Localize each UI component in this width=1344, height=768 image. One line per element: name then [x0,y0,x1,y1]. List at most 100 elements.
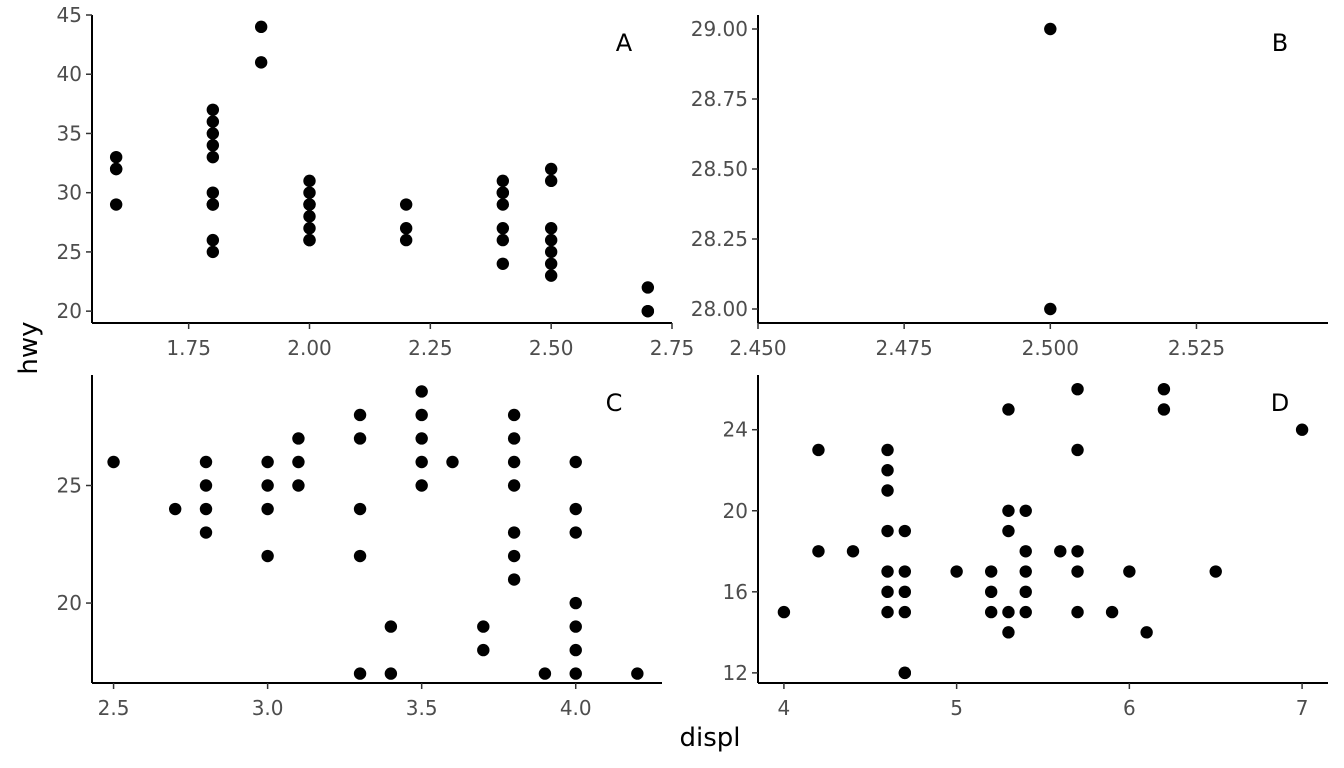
data-point-a [254,20,268,34]
data-point-d [881,565,894,578]
data-point-c [569,526,582,539]
data-point-a [206,103,220,116]
panel-c: 2.5 3.0 3.5 4.0 20 25 C [57,375,662,720]
data-point-c [415,479,428,492]
data-point-c [353,432,367,445]
data-point-d [1002,626,1015,639]
data-point-d [1002,403,1015,416]
x-tick-label-c: 2.5 [98,696,130,720]
data-point-b [1044,22,1057,36]
data-point-c [199,455,213,469]
data-point-d [812,443,825,457]
data-point-a [496,174,510,188]
data-point-d [984,585,998,599]
x-tick-label-a: 2.25 [408,336,453,360]
data-point-d [984,605,998,619]
data-point-a [544,174,558,188]
data-point-c [415,408,428,422]
data-point-a [544,257,558,270]
y-tick-label-a: 25 [57,240,82,264]
data-point-a [206,186,220,199]
data-point-c [353,502,367,516]
x-tick-label-a: 2.75 [650,336,695,360]
y-tick-label-a: 45 [57,3,82,27]
data-point-d [1019,605,1032,619]
data-point-a [544,222,558,235]
data-point-d [881,443,894,457]
data-point-c [569,455,582,469]
x-tick-label-d: 7 [1296,696,1309,720]
y-tick-label-c: 20 [57,591,82,615]
data-point-c [569,596,582,610]
data-point-a [496,222,510,235]
data-point-d [1002,524,1015,538]
data-point-d [898,666,912,680]
x-tick-label-d: 6 [1123,696,1136,720]
data-point-a [254,56,268,69]
data-point-c [168,502,182,516]
data-point-a [303,222,316,235]
x-tick-label-c: 3.5 [406,696,438,720]
data-point-d [812,545,825,558]
data-point-d [1019,565,1032,578]
data-point-d [846,545,860,558]
data-point-c [199,479,213,492]
panel-tag-c: C [606,389,623,417]
data-point-c [538,667,552,680]
data-point-d [1071,443,1084,457]
data-point-c [569,667,582,680]
y-tick-label-a: 30 [57,181,82,205]
data-point-d [1002,504,1015,517]
data-point-d [1071,605,1084,619]
y-tick-label-a: 20 [57,299,82,323]
y-tick-label-b: 28.75 [691,87,748,111]
data-point-a [544,245,558,259]
data-point-d [1295,423,1309,436]
data-point-a [496,233,510,247]
y-tick-label-d: 12 [723,661,748,685]
x-tick-label-b: 2.525 [1168,336,1225,360]
data-point-c [107,455,120,469]
data-point-d [1209,565,1222,578]
data-point-a [303,210,316,223]
data-point-c [569,502,582,516]
data-point-d [898,565,912,578]
data-point-a [544,162,558,176]
data-point-c [507,479,521,492]
data-point-c [507,432,521,445]
x-tick-label-c: 4.0 [560,696,592,720]
data-point-c [415,385,428,398]
data-point-a [109,198,123,211]
panel-d: 4 5 6 7 12 16 20 24 D [723,375,1328,720]
data-point-a [544,233,558,247]
data-point-d [881,585,894,599]
data-point-c [477,643,490,657]
data-point-a [641,281,655,294]
panel-b: 2.450 2.475 2.500 2.525 28.00 28.25 28.50 28.75… [691,15,1328,360]
data-point-c [507,455,521,469]
x-axis-title: displ [679,723,740,753]
panel-tag-b: B [1272,29,1288,57]
y-axis-title: hwy [14,321,44,374]
data-point-a [206,245,220,259]
y-tick-label-b: 28.00 [691,297,748,321]
x-tick-label-b: 2.475 [876,336,933,360]
data-point-a [399,198,413,211]
x-tick-label-a: 2.50 [529,336,574,360]
x-tick-label-a: 1.75 [166,336,211,360]
data-point-d [881,524,894,538]
data-point-d [1071,382,1084,396]
y-tick-label-d: 16 [723,580,748,604]
data-point-a [206,233,220,247]
data-point-c [261,455,274,469]
x-tick-label-d: 4 [778,696,791,720]
data-point-c [507,408,521,422]
data-point-d [984,565,998,578]
x-tick-label-b: 2.450 [729,336,786,360]
data-point-a [399,233,413,247]
data-point-a [544,269,558,282]
data-point-a [496,186,510,199]
data-point-d [777,605,791,619]
panel-tag-a: A [616,29,633,57]
